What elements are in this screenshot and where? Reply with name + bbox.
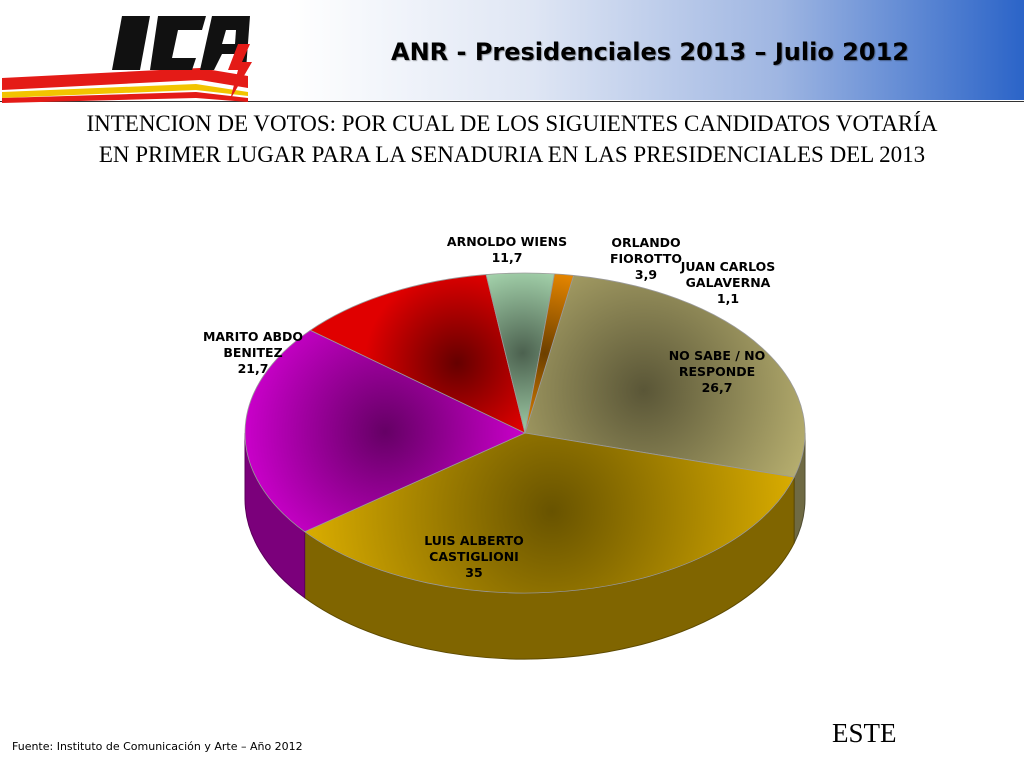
pie-slice-name-label: LUIS ALBERTO [424,533,524,548]
survey-question-line-2: EN PRIMER LUGAR PARA LA SENADURIA EN LAS… [98,142,926,167]
pie-slice [309,274,526,434]
pie-slice-name-label: RESPONDE [679,364,755,379]
pie-slice-name-label: FIOROTTO [610,251,682,266]
pie-slice-name-label: CASTIGLIONI [429,549,519,564]
pie-slice [303,432,795,594]
source-note: Fuente: Instituto de Comunicación y Arte… [12,740,303,753]
pie-sides [244,432,806,660]
slide-title: ANR - Presidenciales 2013 – Julio 2012 [391,38,909,66]
pie-slice-value-label: 3,9 [635,267,657,282]
pie-slice [244,329,526,533]
survey-question-line-1: INTENCION DE VOTOS: POR CUAL DE LOS SIGU… [86,111,938,136]
pie-slice-name-label: NO SABE / NO [669,348,766,363]
pie-slice-name-label: GALAVERNA [686,275,771,290]
pie-tops [244,272,806,594]
pie-slice-name-label: JUAN CARLOS [680,259,776,274]
survey-question: INTENCION DE VOTOS: POR CUAL DE LOS SIGU… [30,108,994,170]
pie-slice-value-label: 11,7 [492,250,523,265]
header-divider [0,101,1024,102]
pie-slice-value-label: 21,7 [238,361,269,376]
ica-logo [2,16,252,103]
pie-slice-name-label: ORLANDO [611,235,680,250]
pie-slice-name-label: ARNOLDO WIENS [447,234,567,249]
pie-slice-value-label: 1,1 [717,291,739,306]
pie-slice-value-label: 35 [465,565,482,580]
pie-slice-name-label: BENITEZ [223,345,282,360]
pie-slice-name-label: MARITO ABDO [203,329,303,344]
pie-slice-value-label: 26,7 [702,380,733,395]
region-label: ESTE [832,718,897,748]
pie-slice [524,275,806,478]
pie-slice [524,273,575,434]
